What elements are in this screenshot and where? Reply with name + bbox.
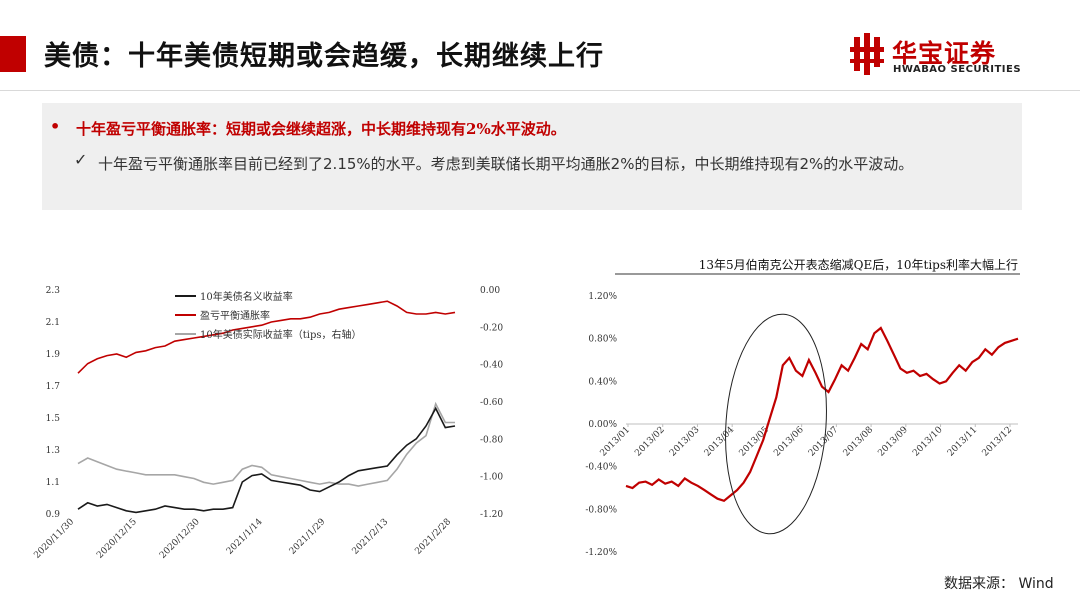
y-left-tick-label: 1.1 — [46, 478, 60, 488]
y-tick-label: -0.80% — [585, 505, 617, 515]
tips-yield-line — [77, 401, 455, 487]
y-tick-label: -1.20% — [585, 548, 617, 558]
y-right-tick-label: 0.00 — [480, 286, 500, 296]
x-tick-label: 2013/01 — [599, 425, 633, 459]
y-left-tick-label: 1.5 — [46, 414, 61, 424]
x-tick-label: 2020/12/30 — [158, 517, 202, 561]
page-title: 美债：十年美债短期或会趋缓，长期继续上行 — [44, 41, 604, 72]
logo-text-cn: 华宝证券 — [892, 39, 997, 68]
y-right-tick-label: -0.60 — [480, 398, 503, 408]
right-chart: 13年5月伯南克公开表态缩减QE后，10年tips利率大幅上行 1.20% 0.80… — [585, 257, 1020, 558]
tips-rate-line — [625, 326, 1019, 503]
title-divider — [0, 90, 1080, 91]
y-right-tick-label: -1.00 — [480, 473, 503, 483]
chart-title: 13年5月伯南克公开表态缩减QE后，10年tips利率大幅上行 — [699, 257, 1018, 272]
x-tick-label: 2020/12/15 — [95, 517, 139, 561]
x-tick-label: 2013/06 — [772, 425, 806, 459]
checkmark-icon: ✓ — [74, 150, 88, 169]
y-right-tick-label: -0.20 — [480, 323, 503, 333]
y-tick-label: 1.20% — [588, 292, 617, 302]
breakeven-inflation-line — [77, 300, 456, 374]
y-right-tick-label: -0.80 — [480, 435, 503, 445]
y-tick-label: 0.40% — [588, 377, 617, 387]
y-left-tick-label: 0.9 — [46, 510, 61, 520]
y-right-tick-label: -1.20 — [480, 510, 503, 520]
y-tick-label: 0.00% — [588, 420, 617, 430]
y-left-tick-label: 2.1 — [46, 318, 60, 328]
title-accent-bar — [0, 36, 26, 72]
highlight-ellipse — [725, 313, 827, 535]
y-left-tick-label: 2.3 — [46, 286, 61, 296]
summary-headline: 十年盈亏平衡通胀率：短期或会继续超涨，中长期维持现有2%水平波动。 — [76, 120, 566, 138]
summary-box — [42, 103, 1022, 210]
y-left-tick-label: 1.3 — [46, 446, 61, 456]
y-tick-label: -0.40% — [585, 463, 617, 473]
y-left-tick-label: 1.9 — [46, 350, 61, 360]
x-tick-label: 2013/09 — [876, 425, 910, 459]
logo-mark-icon — [850, 33, 884, 75]
left-chart: 2.3 2.1 1.9 1.7 1.5 1.3 1.1 0.9 0.00 -0.20 -0.40 -0… — [32, 286, 503, 561]
nominal-yield-line — [77, 406, 456, 514]
x-tick-label: 2020/11/30 — [32, 517, 76, 561]
x-tick-label: 2013/04 — [703, 425, 737, 459]
x-tick-label: 2021/2/28 — [413, 517, 453, 557]
x-tick-label: 2013/10 — [911, 425, 945, 459]
x-tick-label: 2013/02 — [633, 425, 667, 459]
x-tick-label: 2013/08 — [842, 425, 876, 459]
logo-text-en: HWABAO SECURITIES — [893, 64, 1022, 75]
y-right-tick-label: -0.40 — [480, 361, 503, 371]
x-tick-label: 2013/11 — [946, 425, 980, 459]
summary-detail: 十年盈亏平衡通胀率目前已经到了2.15%的水平。考虑到美联储长期平均通胀2%的目… — [98, 155, 914, 173]
y-tick-label: 0.80% — [588, 335, 617, 345]
y-left-tick-label: 1.7 — [46, 382, 61, 392]
legend-label: 10年美债实际收益率（tips，右轴） — [200, 328, 361, 341]
x-tick-label: 2021/2/13 — [351, 517, 391, 557]
legend-label: 盈亏平衡通胀率 — [200, 309, 270, 322]
x-tick-label: 2013/03 — [668, 425, 702, 459]
x-tick-label: 2021/1/29 — [288, 517, 328, 557]
bullet-icon: • — [50, 117, 61, 136]
x-tick-label: 2013/12 — [981, 425, 1015, 459]
data-source: 数据来源： Wind — [944, 576, 1054, 592]
legend-label: 10年美债名义收益率 — [200, 290, 293, 303]
company-logo: 华宝证券 HWABAO SECURITIES — [848, 33, 1048, 77]
x-tick-label: 2013/07 — [807, 425, 841, 459]
x-tick-label: 2021/1/14 — [225, 517, 265, 557]
